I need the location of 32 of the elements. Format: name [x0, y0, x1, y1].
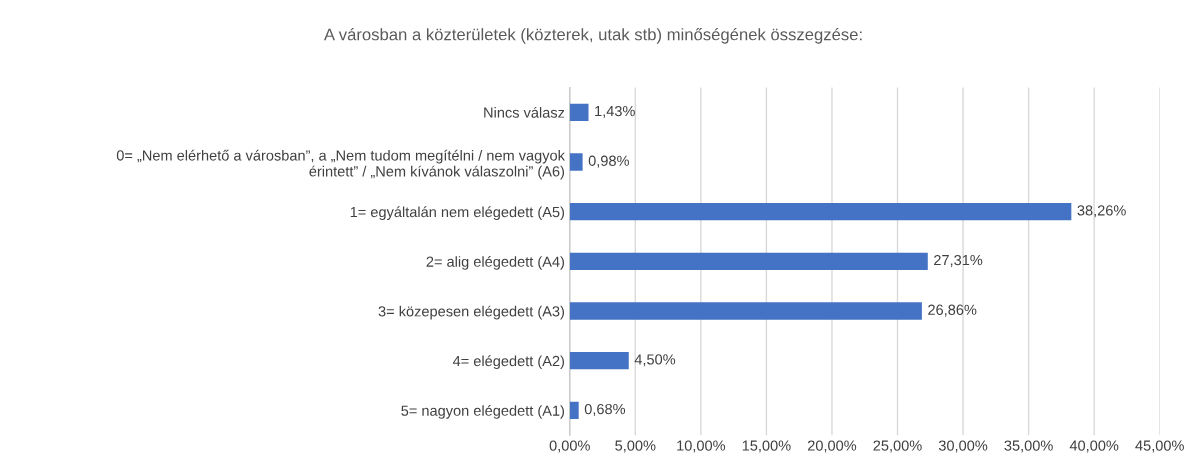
data-label: 38,26%: [1077, 205, 1126, 218]
bar: [569, 351, 629, 370]
data-label: 4,50%: [634, 354, 676, 367]
bar: [569, 103, 589, 122]
bar: [569, 202, 1072, 221]
y-tick-label: 1= egyáltalán nem elégedett (A5): [350, 206, 565, 221]
x-tick-label: 0,00%: [549, 440, 590, 453]
x-tick-label: 35,00%: [1004, 440, 1053, 453]
data-label: 0,68%: [584, 403, 626, 416]
data-label: 1,43%: [595, 105, 635, 118]
y-tick-label: 3= közepesen elégedett (A3): [378, 305, 565, 320]
bar: [569, 252, 928, 271]
x-tick-label: 15,00%: [742, 440, 791, 453]
x-tick-label: 25,00%: [873, 440, 922, 453]
x-tick-label: 10,00%: [677, 440, 726, 453]
y-tick-label: 4= elégedett (A2): [452, 355, 564, 370]
y-tick-label: 2= alig elégedett (A4): [426, 255, 564, 270]
y-tick-label: 5= nagyon elégedett (A1): [401, 404, 565, 419]
data-label: 0,98%: [588, 155, 629, 168]
data-label: 27,31%: [934, 254, 983, 267]
x-tick-label: 20,00%: [807, 440, 857, 453]
bar: [569, 153, 583, 171]
y-tick-label: 0= „Nem elérhető a városban”, a „Nem tudom megítélni / nem vagyok érintett” / „Nem kívánok válaszolni” (A6): [116, 149, 565, 180]
y-tick-label: Nincs válasz: [484, 106, 565, 118]
x-tick-label: 45,00%: [1135, 440, 1184, 453]
x-tick-label: 30,00%: [938, 440, 988, 453]
x-tick-label: 40,00%: [1069, 440, 1119, 453]
chart-title: A városban a közterületek (közterek, utak stb) minőségének összegzése:: [323, 27, 862, 44]
bar: [569, 302, 922, 320]
data-label: 26,86%: [928, 304, 977, 317]
x-tick-label: 5,00%: [615, 440, 656, 453]
bar: [569, 401, 579, 420]
